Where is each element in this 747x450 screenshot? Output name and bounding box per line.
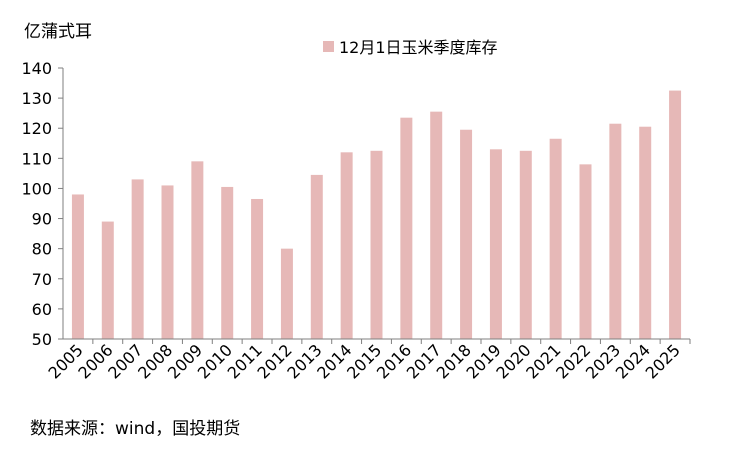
y-tick-label: 120 xyxy=(21,119,52,138)
bar-2005 xyxy=(71,194,84,339)
y-tick-label: 140 xyxy=(21,59,52,78)
bar-2014 xyxy=(340,152,353,339)
x-tick-label-2025: 2025 xyxy=(642,340,684,382)
bar-2022 xyxy=(579,164,592,339)
bar-2018 xyxy=(460,129,473,339)
bar-2019 xyxy=(489,149,502,339)
bar-2015 xyxy=(370,150,383,339)
y-tick-label: 50 xyxy=(32,330,52,349)
bar-2016 xyxy=(400,117,413,339)
bar-2007 xyxy=(131,179,144,339)
y-tick-label: 80 xyxy=(32,240,52,259)
bar-2009 xyxy=(191,161,204,339)
y-tick-label: 60 xyxy=(32,300,52,319)
y-tick-label: 70 xyxy=(32,270,52,289)
x-axis: 2005200620072008200920102011201220132014… xyxy=(45,339,691,383)
y-axis-unit-label: 亿蒲式耳 xyxy=(24,22,92,42)
legend-label: 12月1日玉米季度库存 xyxy=(339,38,498,57)
bar-2006 xyxy=(101,221,114,339)
bar-2020 xyxy=(519,150,532,339)
bar-2024 xyxy=(639,126,652,339)
y-tick-label: 100 xyxy=(21,179,52,198)
bar-2021 xyxy=(549,138,562,339)
bar-2008 xyxy=(161,185,174,339)
bar-2023 xyxy=(609,123,622,339)
bar-2012 xyxy=(280,248,293,339)
bar-2017 xyxy=(430,111,443,340)
bar-2025 xyxy=(669,90,682,339)
bar-2011 xyxy=(251,198,264,339)
y-tick-label: 90 xyxy=(32,210,52,229)
legend: 12月1日玉米季度库存 xyxy=(323,38,498,57)
bar-2010 xyxy=(221,186,234,339)
bar-2013 xyxy=(310,174,323,339)
legend-swatch xyxy=(323,41,334,52)
y-tick-label: 110 xyxy=(21,149,52,168)
source-note: 数据来源：wind，国投期货 xyxy=(30,419,241,439)
y-tick-label: 130 xyxy=(21,89,52,108)
bar-series xyxy=(71,90,682,340)
y-axis: 50 60 70 80 90 100 110 120 130 140 xyxy=(21,59,63,349)
